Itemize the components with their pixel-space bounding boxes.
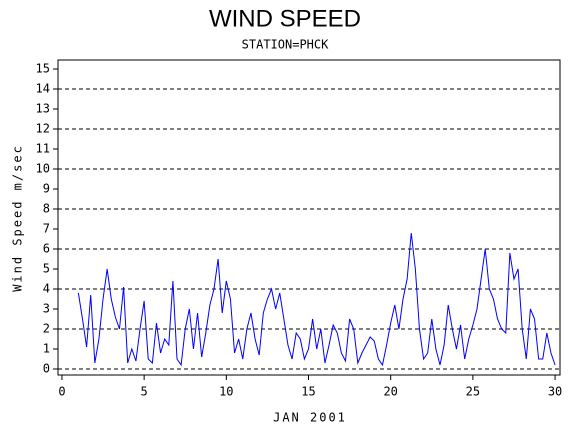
chart-title: WIND SPEED xyxy=(209,5,361,32)
x-tick-label: 5 xyxy=(141,385,148,399)
y-tick-label: 3 xyxy=(43,302,50,316)
x-axis-label: JAN 2001 xyxy=(273,411,347,425)
x-tick-label: 30 xyxy=(548,385,562,399)
chart-subtitle: STATION=PHCK xyxy=(242,38,329,52)
y-tick-label: 7 xyxy=(43,222,50,236)
y-tick-label: 4 xyxy=(43,282,50,296)
y-tick-label: 5 xyxy=(43,262,50,276)
data-line xyxy=(77,232,556,367)
y-tick-label: 11 xyxy=(36,142,50,156)
y-tick-label: 15 xyxy=(36,62,50,76)
y-tick-label: 10 xyxy=(36,162,50,176)
x-tick-label: 10 xyxy=(219,385,233,399)
y-tick-label: 12 xyxy=(36,122,50,136)
y-tick-label: 1 xyxy=(43,342,50,356)
y-axis-label: Wind Speed m/sec xyxy=(11,144,25,292)
plot-frame xyxy=(57,59,561,376)
y-tick-label: 8 xyxy=(43,202,50,216)
x-tick-label: 25 xyxy=(466,385,480,399)
y-tick-label: 9 xyxy=(43,182,50,196)
x-tick-label: 0 xyxy=(58,385,65,399)
y-tick-label: 13 xyxy=(36,102,50,116)
y-tick-label: 0 xyxy=(43,362,50,376)
x-tick-label: 15 xyxy=(301,385,315,399)
y-tick-label: 6 xyxy=(43,242,50,256)
x-tick-label: 20 xyxy=(383,385,397,399)
y-tick-label: 2 xyxy=(43,322,50,336)
y-tick-label: 14 xyxy=(36,82,50,96)
